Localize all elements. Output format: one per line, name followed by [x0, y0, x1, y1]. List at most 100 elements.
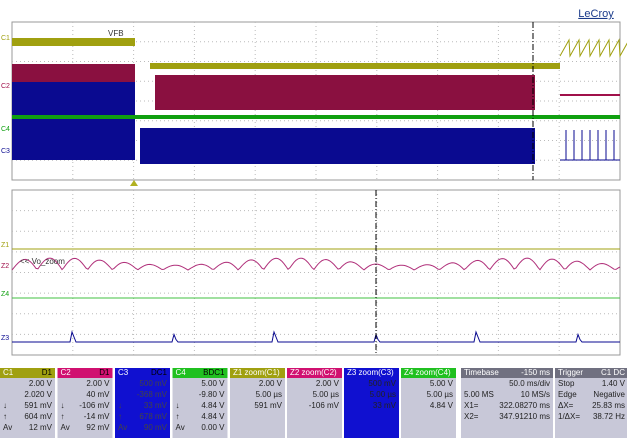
channel-value: 92 mV — [86, 423, 110, 432]
channel-marker: Av — [3, 423, 12, 432]
zoom-name: Z3 zoom(C3) — [347, 368, 394, 377]
channel-label: C1 — [1, 35, 10, 42]
zoom-value: -106 mV — [309, 401, 340, 410]
zoom-header — [287, 368, 342, 378]
trigger-label: Edge — [558, 390, 577, 399]
zoom-value: 5.00 µs — [256, 390, 282, 399]
channel-header — [172, 368, 228, 378]
channel-marker: ↓ — [3, 401, 7, 410]
channel-name: C2 — [61, 368, 72, 377]
channel-value: 2.00 V — [86, 379, 110, 388]
channel-marker: ↓ — [61, 401, 65, 410]
channel-value: -14 mV — [84, 412, 110, 421]
channel-value: 4.84 V — [201, 412, 225, 421]
channel-value: 591 mV — [24, 401, 52, 410]
channel-box — [57, 368, 113, 438]
channel-badge: D1 — [42, 368, 53, 377]
channel-marker: ↑ — [118, 412, 122, 421]
zoom-value: 2.00 V — [316, 379, 340, 388]
trigger-label: ΔX= — [558, 401, 574, 410]
zoom-box — [230, 368, 285, 438]
c1-band — [12, 38, 135, 46]
channel-value: 2.00 V — [29, 379, 53, 388]
zoom-header — [344, 368, 399, 378]
zoom-header — [230, 368, 285, 378]
trigger-label: Stop — [558, 379, 575, 388]
channel-value: 678 mV — [139, 412, 167, 421]
zoom-name: Z2 zoom(C2) — [290, 368, 337, 377]
zoom-value: 2.00 V — [259, 379, 283, 388]
channel-value: 40 mV — [86, 390, 110, 399]
channel-value: 5.00 V — [201, 379, 225, 388]
zoom-value: 4.84 V — [430, 401, 454, 410]
vfb-label: VFB — [108, 29, 124, 38]
trigger-title: Trigger — [558, 368, 583, 377]
timebase-label: X2= — [464, 412, 479, 421]
channel-badge: BDC1 — [203, 368, 225, 377]
channel-value: 12 mV — [29, 423, 53, 432]
zoom-value: 5.00 V — [430, 379, 454, 388]
zoom-annotation: << Vo_zoom — [20, 257, 65, 266]
z2-trace — [11, 257, 621, 271]
trigger-header — [555, 368, 627, 378]
zoom-box — [287, 368, 342, 438]
timebase-header — [461, 368, 553, 378]
zoom-value: 500 mV — [368, 379, 396, 388]
timebase-value: 10 MS/s — [521, 390, 550, 399]
channel-value: 2.020 V — [24, 390, 52, 399]
trigger-value: Negative — [593, 390, 625, 399]
channel-badge: D1 — [99, 368, 110, 377]
channel-value: -106 mV — [79, 401, 110, 410]
zoom-box — [401, 368, 456, 438]
timebase-value: 322.08270 ms — [499, 401, 550, 410]
timebase-title: Timebase — [464, 368, 499, 377]
channel-marker: ↑ — [176, 412, 180, 421]
timebase-label: X1= — [464, 401, 479, 410]
brand: LeCroy — [578, 8, 614, 20]
channel-name: C4 — [176, 368, 187, 377]
info-panel: C1 D1 2.00 V 2.020 V 591 mV 604 mV 12 mV ↓ ↑ Av C2… — [0, 368, 627, 438]
c3-band — [140, 128, 535, 164]
trigger-label: 1/ΔX= — [558, 412, 580, 421]
timebase-label: 5.00 MS — [464, 390, 494, 399]
channel-marker: ↑ — [61, 412, 65, 421]
channel-marker: Av — [118, 423, 127, 432]
trigger-marker — [130, 180, 138, 186]
channel-name: C3 — [118, 368, 129, 377]
channel-header — [0, 368, 55, 378]
channel-header — [57, 368, 113, 378]
channel-marker: ↓ — [118, 401, 122, 410]
zoom-label: Z3 — [1, 335, 9, 342]
timebase-value: 347.91210 ms — [499, 412, 550, 421]
zoom-value: 591 mV — [254, 401, 282, 410]
zoom-name: Z4 zoom(C4) — [404, 368, 451, 377]
z3-trace — [12, 330, 620, 343]
trigger-value: 25.83 ms — [592, 401, 625, 410]
c1-trace — [559, 38, 627, 58]
channel-value: 500 mV — [139, 379, 167, 388]
channel-marker: Av — [61, 423, 70, 432]
zoom-label: Z2 — [1, 263, 9, 270]
channel-value: 604 mV — [24, 412, 52, 421]
channel-label: C4 — [1, 126, 10, 133]
channel-value: 0.00 V — [201, 423, 225, 432]
traces: C1 C2 C4 C3 Z1 Z2 Z4 Z3 — [1, 35, 627, 343]
trigger-value: 1.40 V — [602, 379, 626, 388]
channel-value: 33 mV — [144, 401, 168, 410]
channel-value: 4.84 V — [201, 401, 225, 410]
channel-box — [172, 368, 228, 438]
channel-label: C2 — [1, 83, 10, 90]
c2-band — [155, 75, 535, 110]
trigger-source: C1 DC — [601, 368, 625, 377]
channel-value: 90 mV — [144, 423, 168, 432]
timebase-box — [461, 368, 553, 438]
zoom-box — [344, 368, 399, 438]
trigger-value: 38.72 Hz — [593, 412, 625, 421]
channel-value: -9.80 V — [199, 390, 225, 399]
channel-name: C1 — [3, 368, 14, 377]
timebase-delay: -150 ms — [521, 368, 550, 377]
channel-value: -368 mV — [137, 390, 168, 399]
zoom-label: Z4 — [1, 291, 9, 298]
channel-badge: DC1 — [151, 368, 168, 377]
zoom-header — [401, 368, 456, 378]
